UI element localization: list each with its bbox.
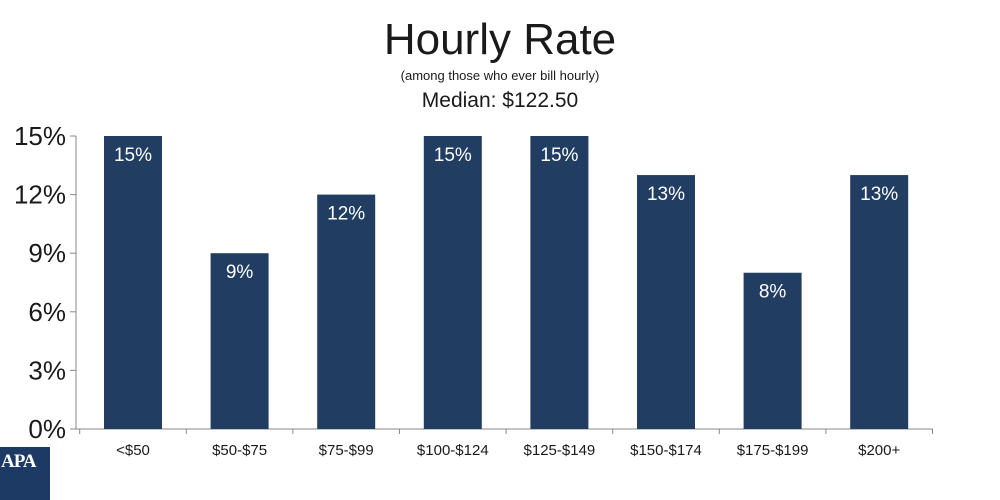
bar-data-label: 13% [647,184,685,205]
bar [317,194,376,429]
bar-data-label: 12% [327,204,365,225]
y-tick-label: 6% [28,297,66,327]
y-tick-label: 9% [28,238,66,268]
y-tick-label: 3% [28,355,66,385]
apa-logo: APA [0,447,50,500]
x-category-label: $200+ [858,442,900,459]
bar [637,175,695,429]
y-tick-label: 0% [28,414,66,444]
apa-logo-text: APA [1,451,37,472]
bar [210,253,269,429]
bar-data-label: 13% [860,184,898,205]
bar [743,272,802,429]
x-category-label: $125-$149 [524,442,596,459]
chart-title: Hourly Rate [383,15,617,64]
x-category-label: $150-$174 [630,442,702,459]
bar-data-label: 15% [114,145,152,166]
bar-data-label: 15% [540,145,578,166]
y-tick-label: 12% [14,180,66,210]
x-category-label: $75-$99 [319,442,374,459]
median-annotation: Median: $122.50 [421,89,579,112]
bar-data-label: 9% [226,262,254,283]
x-category-label: $50-$75 [212,442,267,459]
y-tick-label: 15% [14,121,66,151]
chart-subtitle: (among those who ever bill hourly) [400,68,600,83]
bar [104,136,162,429]
bar [530,136,589,429]
bar [423,136,482,429]
bar-data-label: 8% [759,282,787,303]
x-category-label: $175-$199 [737,442,809,459]
x-category-label: <$50 [116,442,150,459]
x-category-label: $100-$124 [417,442,489,459]
bar [850,175,909,429]
bar-data-label: 15% [434,145,472,166]
